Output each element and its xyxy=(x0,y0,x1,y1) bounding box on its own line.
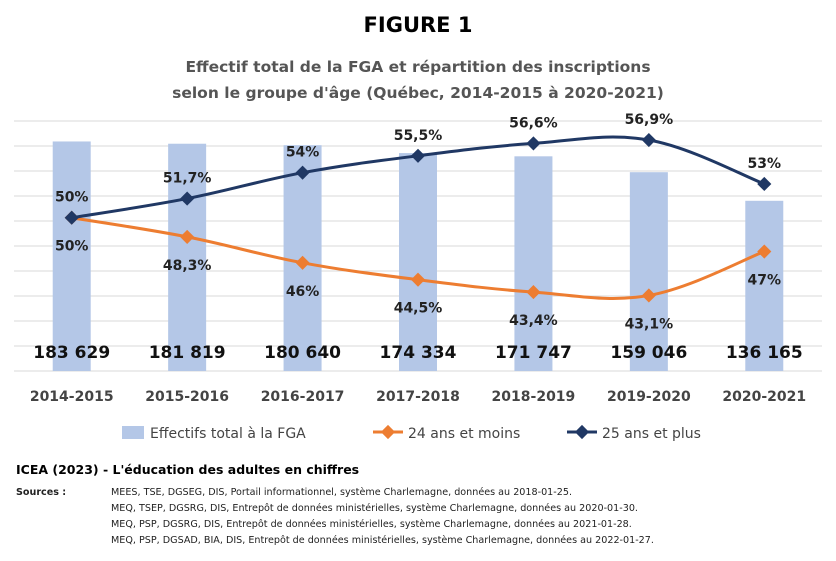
bar-value-label: 174 334 xyxy=(380,343,457,363)
data-label: 56,9% xyxy=(625,112,674,128)
series-marker xyxy=(641,132,656,148)
source-item: MEES, TSE, DGSEG, DIS, Portail informati… xyxy=(111,487,572,498)
data-label: 43,4% xyxy=(509,313,558,329)
x-tick-label: 2017-2018 xyxy=(376,389,460,405)
bar xyxy=(399,153,437,371)
data-label: 46% xyxy=(286,284,320,300)
legend-marker-25 xyxy=(574,424,590,440)
sources-label: Sources : xyxy=(16,487,67,498)
data-label: 43,1% xyxy=(625,316,674,332)
legend-marker-24 xyxy=(380,424,396,440)
legend-label-bars: Effectifs total à la FGA xyxy=(150,426,306,442)
source-credit: ICEA (2023) - L'éducation des adultes en… xyxy=(16,462,360,477)
legend-label-line-24: 24 ans et moins xyxy=(408,426,520,442)
series-marker xyxy=(757,244,772,259)
data-label: 50% xyxy=(55,190,89,206)
x-tick-label: 2018-2019 xyxy=(492,389,576,405)
chart-title: Effectif total de la FGA et répartition … xyxy=(185,58,650,76)
data-label: 55,5% xyxy=(394,128,443,144)
series-marker xyxy=(180,191,195,206)
x-tick-label: 2014-2015 xyxy=(30,389,114,405)
data-label: 48,3% xyxy=(163,258,212,274)
bar-value-label: 171 747 xyxy=(495,343,572,363)
bar-value-label: 159 046 xyxy=(610,343,687,363)
series-marker xyxy=(410,148,426,163)
data-label: 54% xyxy=(286,145,320,161)
series-marker xyxy=(295,165,310,180)
bar-value-label: 136 165 xyxy=(726,343,803,363)
bars xyxy=(52,141,784,371)
bar-value-label: 183 629 xyxy=(33,343,110,363)
x-axis: 2014-2015 2015-2016 2016-2017 2017-2018 2018… xyxy=(30,389,806,405)
x-tick-label: 2020-2021 xyxy=(722,389,806,405)
source-item: MEQ, TSEP, DGSRG, DIS, Entrepôt de donné… xyxy=(111,503,638,514)
bar xyxy=(514,156,553,371)
x-tick-label: 2019-2020 xyxy=(607,389,691,405)
bar-value-label: 181 819 xyxy=(149,343,226,363)
legend-label-line-25: 25 ans et plus xyxy=(602,426,701,442)
bar xyxy=(629,172,668,371)
bar-value-label: 180 640 xyxy=(264,343,341,363)
data-label: 47% xyxy=(748,273,782,289)
legend-swatch-bars xyxy=(122,426,144,439)
series-marker xyxy=(180,229,195,244)
series-marker xyxy=(757,176,772,192)
series-marker xyxy=(295,255,310,270)
bar xyxy=(52,141,91,371)
x-tick-label: 2016-2017 xyxy=(261,389,345,405)
chart: FIGURE 1 Effectif total de la FGA et rép… xyxy=(14,13,822,442)
data-labels: 50% 51,7% 54% 55,5% 56,6% 56,9% 53% 50% 48,3% 46%… xyxy=(33,112,802,363)
source-item: MEQ, PSP, DGSRG, DIS, Entrepôt de donnée… xyxy=(111,519,632,530)
x-tick-label: 2015-2016 xyxy=(145,389,229,405)
sources-list: MEES, TSE, DGSEG, DIS, Portail informati… xyxy=(111,485,654,549)
bar xyxy=(168,143,207,371)
chart-subtitle: selon le groupe d'âge (Québec, 2014-2015… xyxy=(172,84,664,102)
data-label: 53% xyxy=(748,156,782,172)
series-marker xyxy=(641,288,656,303)
sources-block: Sources : MEES, TSE, DGSEG, DIS, Portail… xyxy=(16,485,826,549)
lines xyxy=(64,132,772,303)
data-label: 51,7% xyxy=(163,171,212,187)
data-label: 50% xyxy=(55,239,89,255)
figure-label: FIGURE 1 xyxy=(364,13,473,37)
bar xyxy=(745,200,784,371)
data-label: 44,5% xyxy=(394,301,443,317)
series-marker xyxy=(410,272,426,287)
chart-footer: ICEA (2023) - L'éducation des adultes en… xyxy=(16,462,826,549)
data-label: 56,6% xyxy=(509,115,558,131)
series-marker xyxy=(526,136,541,151)
legend: Effectifs total à la FGA 24 ans et moins… xyxy=(122,424,701,442)
source-item: MEQ, PSP, DGSAD, BIA, DIS, Entrepôt de d… xyxy=(111,535,654,546)
series-marker xyxy=(526,285,541,300)
